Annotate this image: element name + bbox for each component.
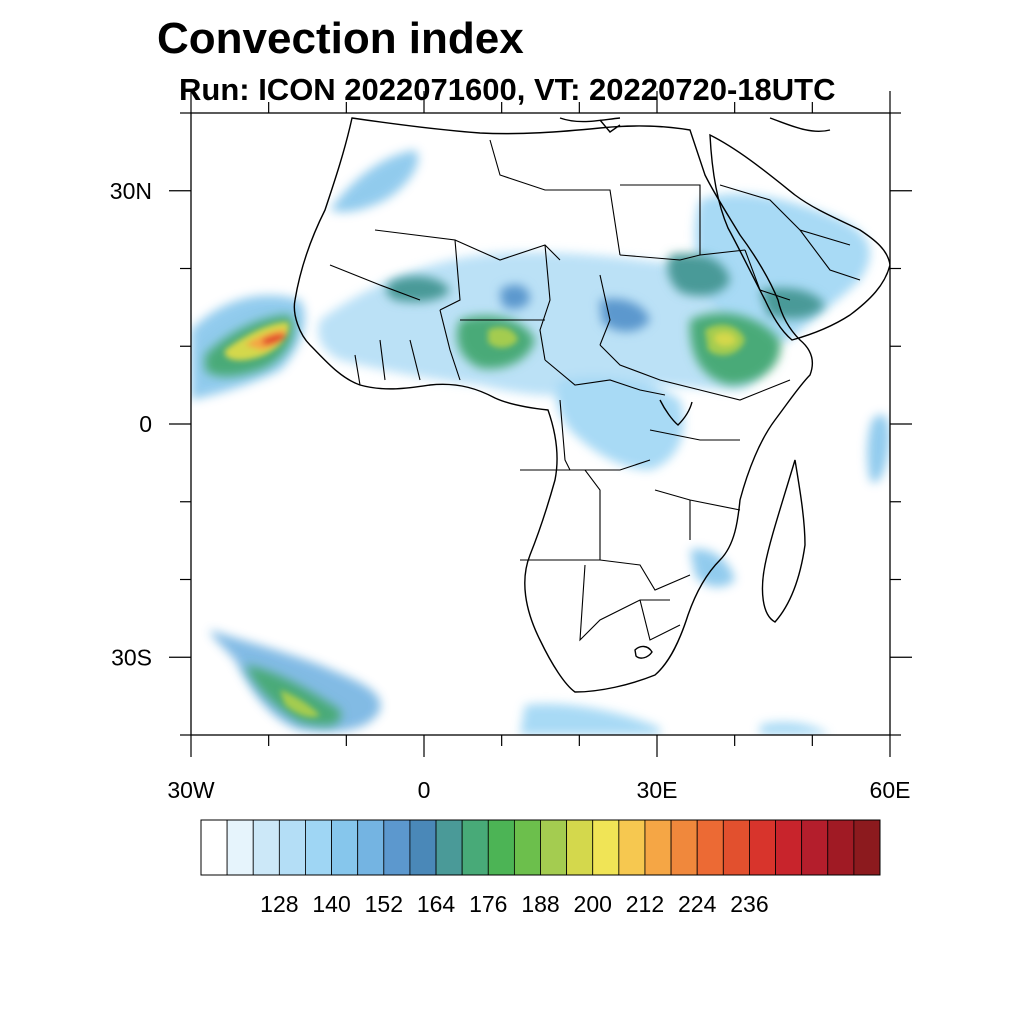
convection-field [191, 150, 890, 735]
colorbar-label: 236 [730, 891, 768, 917]
colorbar-swatch [383, 819, 411, 876]
colorbar-swatch [435, 819, 463, 876]
x-axis-labels: 30W 0 30E 60E [167, 777, 910, 803]
colorbar-label: 140 [312, 891, 350, 917]
colorbar-swatch [670, 819, 698, 876]
x-tick-label: 30W [167, 777, 215, 803]
colorbar-swatch [200, 819, 228, 876]
colorbar-swatch [540, 819, 568, 876]
colorbar-swatch [722, 819, 750, 876]
colorbar-swatch [409, 819, 437, 876]
colorbar-swatch [592, 819, 620, 876]
colorbar-swatch [801, 819, 829, 876]
colorbar-swatch [853, 819, 881, 876]
chart-title: Convection index [157, 14, 524, 63]
chart-subtitle: Run: ICON 2022071600, VT: 20220720-18UTC [179, 72, 836, 107]
colorbar-label: 164 [417, 891, 456, 917]
colorbar-label: 212 [626, 891, 664, 917]
y-axis-labels: 30N 0 30S [110, 178, 152, 671]
colorbar-label: 152 [365, 891, 403, 917]
x-tick-label: 0 [418, 777, 431, 803]
axis-ticks [169, 91, 912, 757]
colorbar-swatch [226, 819, 254, 876]
colorbar-swatch [305, 819, 332, 876]
coastlines [293, 117, 890, 693]
colorbar-swatch [278, 819, 306, 876]
colorbar-label: 176 [469, 891, 507, 917]
colorbar-swatch [775, 819, 803, 876]
colorbar-frame [200, 819, 881, 876]
colorbar-swatch [357, 819, 385, 876]
colorbar-swatch [566, 819, 594, 876]
y-tick-label: 30N [110, 178, 152, 204]
colorbar [200, 819, 881, 876]
colorbar-label: 224 [678, 891, 717, 917]
colorbar-swatch [252, 819, 280, 876]
colorbar-swatch [827, 819, 855, 876]
colorbar-swatch [461, 819, 489, 876]
country-borders [329, 139, 861, 642]
y-tick-label: 30S [111, 644, 152, 670]
colorbar-swatch [513, 819, 541, 876]
x-tick-label: 30E [637, 777, 678, 803]
colorbar-swatch [749, 819, 776, 876]
colorbar-swatch [487, 819, 515, 876]
colorbar-label: 200 [574, 891, 612, 917]
colorbar-swatch [696, 819, 724, 876]
y-tick-label: 0 [139, 411, 152, 437]
x-tick-label: 60E [870, 777, 911, 803]
colorbar-label: 128 [260, 891, 298, 917]
colorbar-swatch [644, 819, 672, 876]
colorbar-label: 188 [521, 891, 559, 917]
colorbar-labels: 128 140 152 164 176 188 200 212 224 236 [260, 891, 768, 917]
colorbar-swatch [618, 819, 646, 876]
colorbar-swatch [331, 819, 359, 876]
